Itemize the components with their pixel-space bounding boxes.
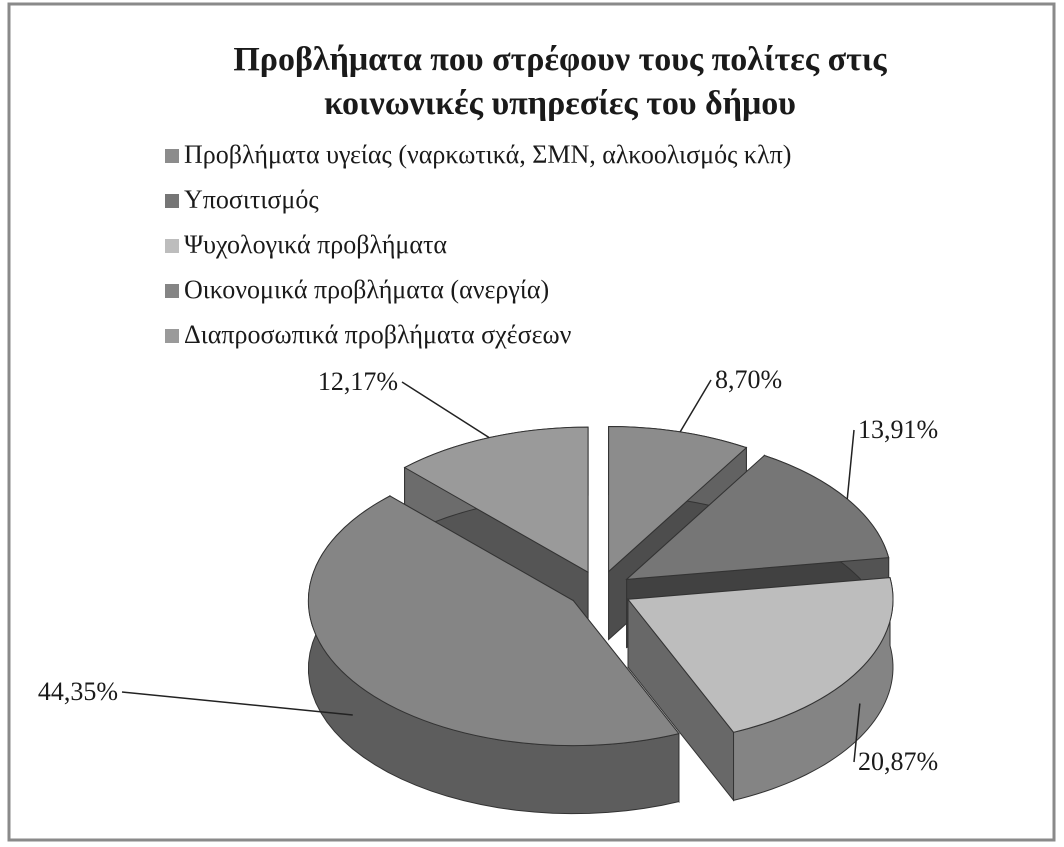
slice-top <box>625 454 890 580</box>
legend-swatch <box>165 329 179 343</box>
data-label: 44,35% <box>38 677 118 706</box>
data-label: 12,17% <box>318 367 398 396</box>
legend-swatch <box>165 194 179 208</box>
data-label: 20,87% <box>858 747 938 776</box>
legend-label: Υποσιτισμός <box>184 185 319 214</box>
chart-title: Προβλήματα που στρέφουν τους πολίτες στι… <box>233 41 887 122</box>
data-label: 13,91% <box>858 415 938 444</box>
leader-line <box>846 429 855 500</box>
legend-swatch <box>165 239 179 253</box>
legend-label: Ψυχολογικά προβλήματα <box>184 230 447 259</box>
legend-label: Διαπροσωπικά προβλήματα σχέσεων <box>184 320 572 349</box>
pie-slice <box>307 495 680 815</box>
slice-top <box>403 426 589 574</box>
slice-top <box>627 577 894 733</box>
legend-label: Οικονομικά προβλήματα (ανεργία) <box>184 275 549 304</box>
legend-swatch <box>165 149 179 163</box>
leader-line <box>679 379 712 433</box>
leader-line <box>401 381 490 439</box>
legend-swatch <box>165 284 179 298</box>
leader-line <box>121 691 353 716</box>
pie-slice <box>627 577 894 802</box>
data-label: 8,70% <box>715 365 782 394</box>
slice-top <box>608 426 748 573</box>
slice-top <box>307 495 680 747</box>
legend-label: Προβλήματα υγείας (ναρκωτικά, ΣΜΝ, αλκοο… <box>184 140 791 169</box>
leader-line <box>853 703 861 763</box>
